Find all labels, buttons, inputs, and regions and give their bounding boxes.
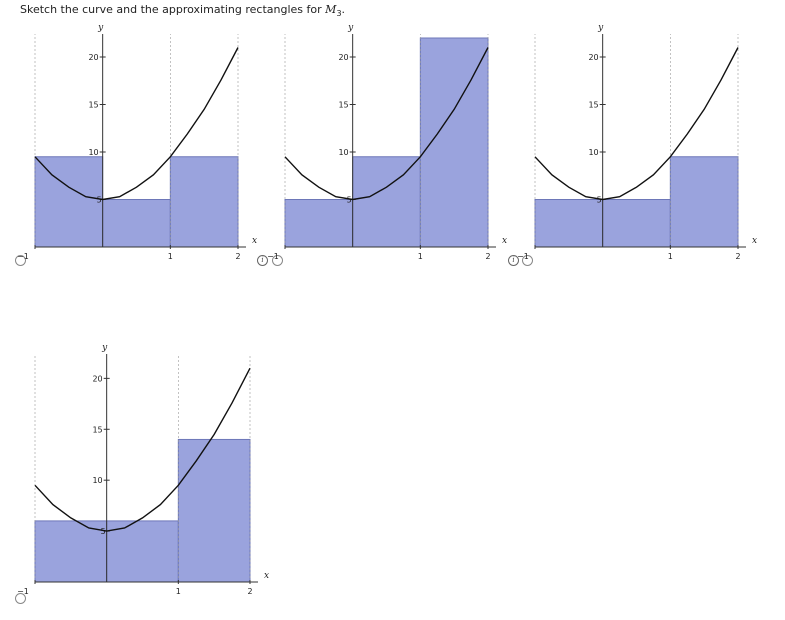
y-tick-label-10: 10 xyxy=(88,148,98,157)
y-axis-label: y xyxy=(597,23,604,33)
chart-1: 5 10 15 20 −1 1 2 x y xyxy=(17,23,257,261)
option-1-radio[interactable] xyxy=(15,255,26,266)
y-tick-label-10: 10 xyxy=(588,148,598,157)
x-tick-label--1: −1 xyxy=(17,252,29,261)
x-axis-label: x xyxy=(252,236,257,246)
option-1-info-icon[interactable]: i xyxy=(257,255,268,266)
x-axis-label: x xyxy=(502,236,507,246)
rectangle-2 xyxy=(602,199,671,248)
x-tick-label-1: 1 xyxy=(168,252,173,261)
y-axis-label: y xyxy=(101,343,108,353)
question-prefix: Sketch the curve and the approximating r… xyxy=(20,3,326,16)
option-2-radio[interactable] xyxy=(272,255,283,266)
option-2-info-icon[interactable]: i xyxy=(508,255,519,266)
chart-4: 5 10 15 20 −1 1 2 x y xyxy=(17,343,269,596)
rectangle-2 xyxy=(106,520,179,583)
y-tick-label-15: 15 xyxy=(588,101,598,110)
curve xyxy=(534,47,739,201)
option-3: 5 10 15 20 −1 1 2 x y xyxy=(510,20,760,280)
y-tick-label-15: 15 xyxy=(88,101,98,110)
curve xyxy=(284,47,489,201)
question-var: M xyxy=(325,3,337,16)
chart-3: 5 10 15 20 −1 1 2 x y xyxy=(517,23,757,261)
x-tick-label--1: −1 xyxy=(17,587,29,596)
x-tick-label--1: −1 xyxy=(517,252,529,261)
x-axis-label: x xyxy=(752,236,757,246)
option-3-radio[interactable] xyxy=(522,255,533,266)
y-tick-label-10: 10 xyxy=(338,148,348,157)
x-tick-label-2: 2 xyxy=(235,252,240,261)
chart-2: 5 10 15 20 −1 1 2 x y xyxy=(267,23,507,261)
x-axis-label: x xyxy=(264,571,269,581)
curve xyxy=(34,367,251,532)
y-tick-label-15: 15 xyxy=(92,425,102,434)
x-tick-label-1: 1 xyxy=(176,587,181,596)
y-tick-label-5: 5 xyxy=(597,196,602,205)
rectangle-1 xyxy=(34,520,108,583)
rectangle-1 xyxy=(284,199,354,248)
rectangle-3 xyxy=(169,156,239,248)
option-4: 5 10 15 20 −1 1 2 x y xyxy=(10,340,269,604)
question-sub: 3 xyxy=(336,9,342,19)
y-axis-label: y xyxy=(97,23,104,33)
question-text: Sketch the curve and the approximating r… xyxy=(20,3,345,18)
question-suffix: . xyxy=(341,3,346,16)
rectangle-1 xyxy=(34,156,104,248)
rectangle-3 xyxy=(669,156,739,248)
y-axis-label: y xyxy=(347,23,354,33)
y-tick-label-10: 10 xyxy=(92,476,102,485)
x-tick-label-2: 2 xyxy=(485,252,490,261)
y-tick-label-20: 20 xyxy=(588,53,598,62)
y-tick-label-5: 5 xyxy=(347,196,352,205)
x-tick-label-2: 2 xyxy=(247,587,252,596)
y-tick-label-5: 5 xyxy=(101,527,106,536)
y-tick-label-15: 15 xyxy=(338,101,348,110)
curve xyxy=(34,47,239,201)
rectangle-1 xyxy=(534,199,604,248)
y-tick-label-5: 5 xyxy=(97,196,102,205)
x-tick-label-2: 2 xyxy=(735,252,740,261)
option-2: 5 10 15 20 −1 1 2 x y xyxy=(260,20,510,280)
option-4-radio[interactable] xyxy=(15,593,26,604)
y-tick-label-20: 20 xyxy=(88,53,98,62)
x-tick-label-1: 1 xyxy=(668,252,673,261)
rectangle-2 xyxy=(352,156,421,248)
x-tick-label-1: 1 xyxy=(418,252,423,261)
y-tick-label-20: 20 xyxy=(92,374,102,383)
rectangle-3 xyxy=(177,438,251,583)
option-1: 5 10 15 20 −1 1 2 x y xyxy=(10,20,260,280)
x-tick-label--1: −1 xyxy=(267,252,279,261)
y-tick-label-20: 20 xyxy=(338,53,348,62)
rectangle-2 xyxy=(102,199,171,248)
